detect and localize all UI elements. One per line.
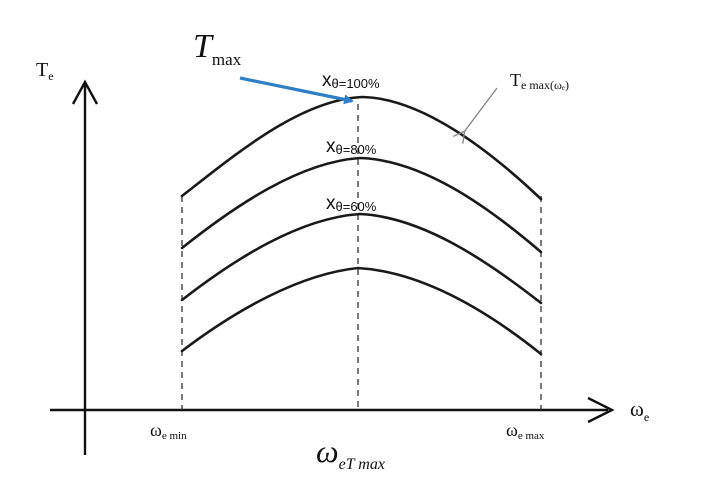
y-axis-label: Te (36, 59, 54, 83)
curve-x-theta-60 (180, 212, 543, 305)
curve-x-theta-80 (180, 156, 543, 254)
tmax-label: Tmax (193, 28, 242, 69)
omega-tmax-label: ωeT max (316, 433, 385, 473)
curve-label-80: xθ=80% (326, 136, 377, 157)
y-axis-arrowhead (71, 79, 99, 105)
curve-label-60: xθ=60% (326, 193, 377, 214)
x-axis-arrowhead (587, 396, 615, 424)
tmax-arrow (239, 76, 354, 105)
omega-min-label: ωe min (150, 420, 187, 442)
envelope-label: Te max(ωₑ) (510, 70, 569, 92)
curve-label-100: xθ=100% (322, 70, 380, 91)
x-axis-label: ωe (630, 397, 649, 424)
torque-curves (180, 95, 543, 356)
omega-max-label: ωe max (506, 420, 545, 442)
curve-x-theta-40 (180, 266, 543, 356)
curve-x-theta-100 (180, 95, 543, 201)
envelope-pointer-arrow (464, 87, 498, 132)
